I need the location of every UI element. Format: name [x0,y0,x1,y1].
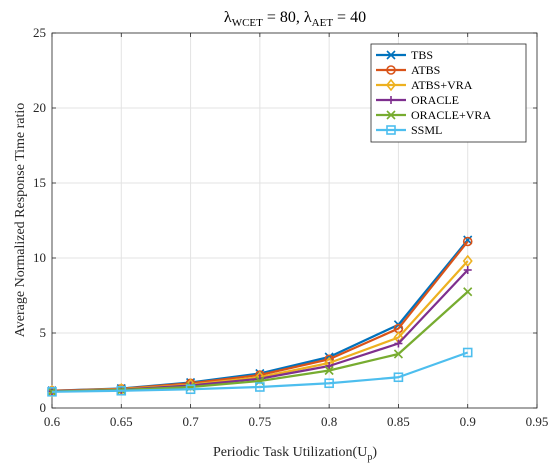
data-point-marker-stroke [324,365,334,376]
title-lambda-1: λ [224,9,232,26]
data-point-marker-stroke [463,235,473,245]
legend-item: SSML [376,123,442,137]
series-ssml [47,347,473,397]
y-tick-label: 10 [33,250,46,265]
legend-label: ATBS+VRA [411,78,473,92]
data-point-marker [393,349,403,359]
legend-box [370,43,527,143]
title-lambda-2: λ [304,9,312,26]
data-point-marker [255,382,265,392]
data-point-marker [462,347,473,358]
x-tick-label: 0.75 [248,414,271,429]
data-point-marker [325,362,334,370]
legend-marker [385,78,397,92]
y-axis-title: Average Normalized Response Time ratio [13,103,28,338]
data-point-marker-stroke [463,287,473,297]
legend-label: ORACLE+VRA [411,108,491,122]
x-tick-label: 0.6 [44,414,61,429]
x-tick-label: 0.65 [110,414,133,429]
x-axis-title: Periodic Task Utilization(Up) [213,445,377,463]
legend-marker [386,110,396,120]
x-axis-title-text: Periodic Task Utilization(U [213,445,367,460]
data-point-marker [47,386,57,397]
data-point-marker [463,266,472,274]
title-sub-wcet: WCET [232,17,263,29]
legend-item: ORACLE [376,93,459,107]
x-tick-label: 0.9 [460,414,476,429]
y-tick-label: 25 [33,25,46,40]
y-tick-label: 5 [40,325,47,340]
data-point-marker [463,235,473,245]
legend-marker-stroke [386,50,396,60]
legend-marker [386,50,396,60]
data-point-marker [116,385,127,396]
title-value-1: = 80, [263,9,304,26]
legend-label: ATBS [411,63,440,77]
legend-item: ATBS [376,63,440,77]
title-value-2: = 40 [333,9,366,26]
legend-item: ATBS+VRA [376,78,473,92]
data-point-marker [393,372,404,383]
chart-title: λWCET = 80, λAET = 40 [224,9,366,29]
legend-marker [387,96,395,104]
x-tick-label: 0.7 [182,414,199,429]
data-point-marker [185,384,196,395]
x-tick-label: 0.85 [387,414,410,429]
axes: 0.6 0.65 0.7 0.75 0.8 0.85 0.9 0.95 0 5 10 15 20 25 [33,25,548,429]
legend-marker [386,125,396,135]
y-tick-label: 0 [40,400,47,415]
legend-label: SSML [411,123,442,137]
data-point-marker [462,236,473,247]
x-tick-label: 0.95 [526,414,549,429]
title-sub-aet: AET [312,17,334,29]
legend-item: ORACLE+VRA [376,108,491,122]
series-group [46,235,473,398]
data-point-marker-stroke [393,349,403,359]
legend-marker [386,65,396,75]
y-tick-label: 15 [33,175,46,190]
legend-label: ORACLE [411,93,459,107]
data-point-marker [463,287,473,297]
legend-label: TBS [411,48,433,62]
x-tick-label: 0.8 [321,414,337,429]
x-axis-title-sub: p [367,452,372,463]
plot-area-border [51,32,538,409]
x-axis-title-end: ) [372,445,377,460]
series-line [51,351,469,393]
data-point-marker [324,365,334,376]
y-tick-label: 20 [33,100,46,115]
legend-item: TBS [376,48,433,62]
data-point-marker [324,378,334,389]
data-point-marker [394,339,403,348]
legend-marker-stroke [386,110,396,120]
